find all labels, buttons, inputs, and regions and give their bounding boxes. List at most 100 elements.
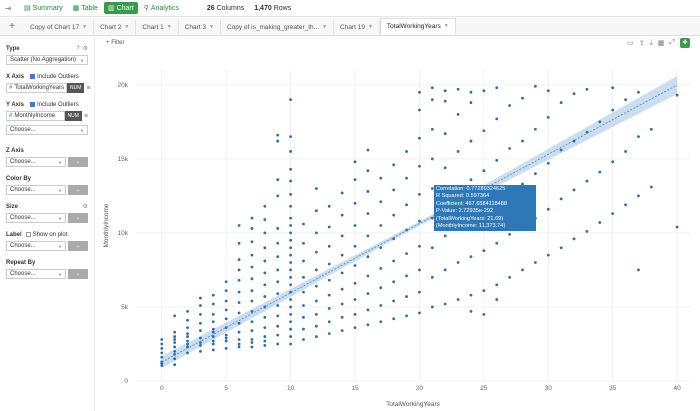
chevron-down-icon[interactable]: ▼ — [322, 24, 328, 30]
tab-total-working-years[interactable]: TotalWorkingYears ▼ — [379, 18, 456, 35]
data-point — [289, 179, 293, 183]
chevron-down-icon[interactable]: ▼ — [166, 24, 172, 30]
data-point — [250, 216, 254, 220]
label-option-button[interactable]: ⌄ — [68, 241, 88, 251]
data-point — [392, 317, 396, 321]
comment-icon[interactable]: ▭ — [627, 40, 634, 47]
share-icon[interactable]: ⇪ — [638, 40, 645, 47]
data-point — [250, 338, 254, 341]
colorby-select[interactable]: Choose... ▼ — [6, 185, 66, 195]
tab-chart-2[interactable]: Chart 2 ▼ — [94, 20, 137, 35]
tab-label: Copy of Chart 17 — [30, 24, 80, 31]
fullscreen-icon[interactable]: ⤢ — [669, 39, 675, 46]
yaxis-label: Y Axis — [6, 101, 25, 108]
chevron-down-icon[interactable]: ▼ — [443, 23, 449, 29]
data-point — [276, 342, 280, 346]
data-point — [340, 329, 344, 333]
add-tab-icon[interactable]: + — [9, 21, 15, 32]
yaxis-column-field[interactable]: # MonthlyIncome NUM ≡ — [6, 111, 88, 121]
size-select[interactable]: Choose... ▼ — [6, 213, 66, 223]
data-point — [430, 305, 434, 309]
data-point — [366, 234, 370, 238]
tab-copy-of-chart-17[interactable]: Copy of Chart 17 ▼ — [24, 20, 95, 35]
repeatby-option-button[interactable]: ⌄ — [68, 269, 88, 279]
data-point — [366, 274, 370, 278]
help-icon[interactable]: ? — [76, 45, 80, 52]
chevron-down-icon: ▼ — [80, 127, 84, 133]
data-point — [289, 320, 293, 324]
filter-button[interactable]: + Filter — [106, 40, 125, 46]
chevron-down-icon: ▼ — [58, 215, 62, 221]
data-point — [379, 176, 383, 180]
data-point — [160, 351, 164, 355]
data-point — [340, 287, 344, 291]
data-point — [250, 240, 254, 244]
repeatby-select[interactable]: Choose... ▼ — [6, 269, 66, 279]
gear-icon[interactable]: ⚙ — [82, 204, 88, 210]
data-point — [353, 326, 357, 330]
tab-chart-19[interactable]: Chart 19 ▼ — [334, 20, 380, 35]
nav-summary[interactable]: ▤ Summary — [20, 2, 67, 14]
tab-label: Chart 1 — [142, 24, 164, 31]
nav-table[interactable]: ▦ Table — [69, 2, 102, 14]
tab-chart-3[interactable]: Chart 3 ▼ — [179, 20, 221, 35]
xaxis-column[interactable]: # TotalWorkingYears — [6, 83, 68, 93]
x-tick-label: 40 — [673, 385, 681, 392]
data-point — [211, 327, 215, 331]
xaxis-column-field[interactable]: # TotalWorkingYears NUM ≡ — [6, 83, 91, 93]
grid-view-icon[interactable]: ▦ — [657, 40, 665, 47]
nav-chart[interactable]: ▥ Chart — [103, 2, 138, 14]
yaxis-column[interactable]: # MonthlyIncome — [6, 111, 65, 121]
nav-analytics[interactable]: ⚲ Analytics — [140, 2, 183, 14]
repeatby-section: Repeat By Choose... ▼ ⌄ — [6, 258, 88, 279]
data-point — [276, 324, 280, 328]
colorby-option-button[interactable]: ⌄ — [68, 185, 88, 195]
zaxis-select[interactable]: Choose... ▼ — [6, 157, 66, 167]
data-point — [469, 139, 473, 143]
yaxis-section: Y Axis Include Outliers # MonthlyIncome N… — [6, 100, 88, 135]
data-point — [469, 101, 473, 104]
hamburger-menu-icon[interactable]: ≡ — [86, 84, 91, 92]
chevron-down-icon[interactable]: ▼ — [124, 24, 130, 30]
download-icon[interactable]: ⤓ — [649, 39, 653, 46]
view-nav: ▤ Summary ▦ Table ▥ Chart ⚲ Analytics — [20, 2, 185, 14]
data-point — [405, 203, 408, 207]
num-badge[interactable]: NUM — [67, 83, 85, 93]
data-point — [353, 160, 357, 164]
data-point — [418, 290, 421, 294]
data-point — [314, 299, 318, 303]
data-point — [160, 355, 164, 359]
chevron-down-icon[interactable]: ▼ — [367, 24, 373, 30]
label-select[interactable]: Choose... ▼ — [6, 241, 66, 251]
data-point — [327, 332, 331, 336]
data-point — [289, 268, 293, 272]
zaxis-option-button[interactable]: ⌄ — [68, 157, 88, 167]
show-on-plot-checkbox[interactable] — [25, 232, 31, 237]
data-point — [353, 312, 357, 316]
xaxis-outliers-checkbox[interactable] — [30, 74, 36, 79]
data-point — [263, 335, 267, 338]
scatter-chart[interactable]: 0 5k 10k 15k 20k 0 5 10 15 20 25 30 35 40 TotalWorking… — [96, 50, 700, 411]
tab-copy-of-is-making-greater[interactable]: Copy of is_making_greater_th... ▼ — [221, 20, 335, 35]
num-badge[interactable]: NUM — [64, 111, 82, 121]
chevron-down-icon[interactable]: ▼ — [82, 24, 88, 30]
hamburger-menu-icon[interactable]: ≡ — [83, 112, 88, 120]
chart-type-select[interactable]: Scatter (No Aggregation) ▼ — [6, 55, 88, 65]
size-option-button[interactable]: ⌄ — [68, 213, 88, 223]
data-point — [521, 139, 524, 143]
yaxis-outliers-checkbox[interactable] — [30, 102, 36, 107]
gear-icon[interactable]: ⚙ — [82, 46, 88, 52]
pin-icon[interactable]: ✚ — [680, 38, 690, 48]
colorby-label: Color By — [6, 175, 32, 182]
x-tick-label: 20 — [416, 385, 424, 392]
chevron-down-icon[interactable]: ▼ — [208, 24, 214, 30]
zaxis-label: Z Axis — [6, 147, 24, 154]
data-point — [340, 234, 344, 238]
collapse-sidebar-icon[interactable]: ⇥ — [4, 3, 12, 13]
data-point — [572, 139, 576, 143]
data-point — [276, 255, 280, 258]
data-point — [289, 312, 293, 316]
label-label: Label — [6, 231, 22, 238]
tab-chart-1[interactable]: Chart 1 ▼ — [136, 20, 179, 35]
yaxis-add-column-select[interactable]: Choose... ▼ — [6, 125, 88, 135]
